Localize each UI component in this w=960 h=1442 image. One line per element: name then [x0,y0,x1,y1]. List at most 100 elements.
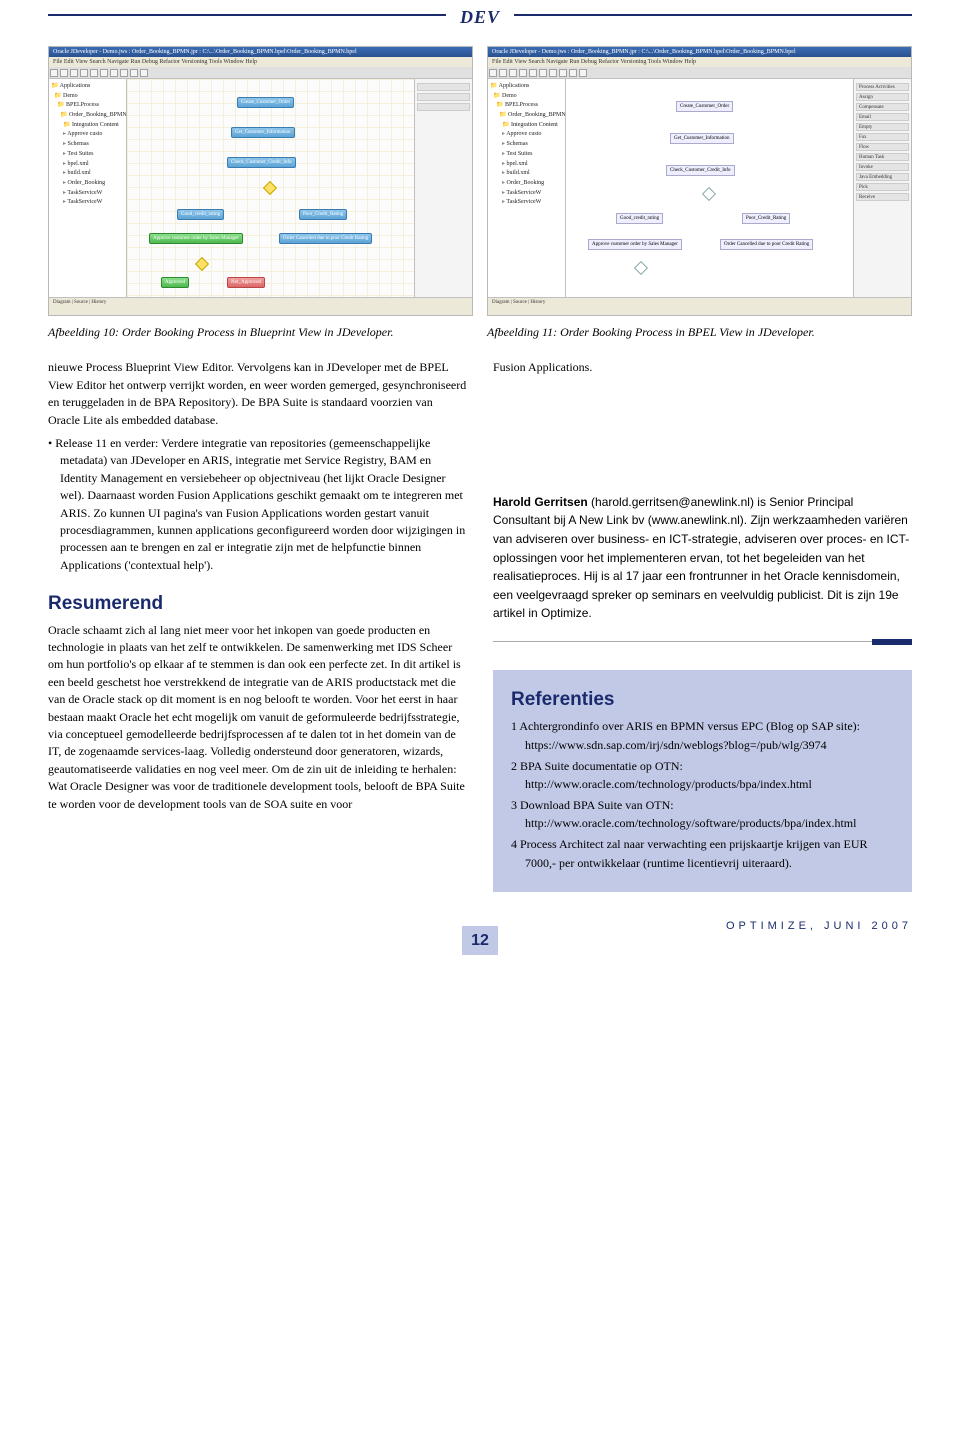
section-badge: DEV [446,4,514,30]
tree-item: Test Suites [490,150,563,159]
component-palette [414,79,472,297]
page-footer: OPTIMIZE, JUNI 2007 12 [0,892,960,981]
right-column: Fusion Applications. Harold Gerritsen (h… [493,359,912,892]
diagram-node: Good_credit_rating [177,209,224,220]
header-rule: DEV [48,14,912,16]
component-palette: Process Activities Assign Compensate Email E… [853,79,911,297]
diagram-node: Get_Customer_Information [670,133,734,144]
diagram-node: Approve customer order by Sales Manager [588,239,682,250]
tree-item: bpel.xml [51,160,124,169]
window-toolbar [488,67,911,79]
palette-item: Fax [856,133,909,141]
references-list: 1 Achtergrondinfo over ARIS en BPMN vers… [511,717,894,872]
heading-resumerend: Resumerend [48,590,467,618]
window-titlebar: Oracle JDeveloper - Demo.jws : Order_Boo… [488,47,911,57]
palette-item: Invoke [856,163,909,171]
diagram-node: Create_Customer_Order [237,97,294,108]
tree-item: Applications [51,82,124,91]
palette-item: Human Task [856,153,909,161]
tree-item: build.xml [51,169,124,178]
diagram-node: Check_Customer_Credit_Info [227,157,296,168]
window-menubar: File Edit View Search Navigate Run Debug… [49,57,472,67]
diagram-node [263,181,277,195]
diagram-node: Approved [161,277,189,288]
reference-item: 3 Download BPA Suite van OTN: http://www… [511,796,894,833]
body-paragraph: Fusion Applications. [493,359,912,376]
figure-caption: Afbeelding 11: Order Booking Process in … [487,324,912,341]
palette-item: Compensate [856,103,909,111]
reference-item: 4 Process Architect zal naar verwachting… [511,835,894,872]
diagram-node: Not_Approved [227,277,265,288]
diagram-node: Create_Customer_Order [676,101,733,112]
project-tree: ApplicationsDemoBPELProcessOrder_Booking… [488,79,566,297]
window-titlebar: Oracle JDeveloper - Demo.jws : Order_Boo… [49,47,472,57]
heading-referenties: Referenties [511,686,894,714]
status-bar: Diagram | Source | History [49,297,472,315]
tree-item: Test Suites [51,150,124,159]
window-toolbar [49,67,472,79]
palette-item: Receive [856,193,909,201]
palette-item: Java Embedding [856,173,909,181]
tree-item: Approve custo [490,130,563,139]
tree-item: BPELProcess [490,101,563,110]
window-menubar: File Edit View Search Navigate Run Debug… [488,57,911,67]
reference-item: 1 Achtergrondinfo over ARIS en BPMN vers… [511,717,894,754]
tree-item: Order_Booking [51,179,124,188]
tree-item: TaskServiceW [51,198,124,207]
body-bullet: • Release 11 en verder: Verdere integrat… [48,435,467,574]
body-paragraph: Oracle schaamt zich al lang niet meer vo… [48,622,467,813]
publication-line: OPTIMIZE, JUNI 2007 [726,919,912,935]
references-box: Referenties 1 Achtergrondinfo over ARIS … [493,670,912,892]
tree-item: Applications [490,82,563,91]
tree-item: Order_Booking [490,179,563,188]
screenshot-bpel-view: Oracle JDeveloper - Demo.jws : Order_Boo… [487,46,912,316]
body-paragraph: nieuwe Process Blueprint View Editor. Ve… [48,359,467,429]
tree-item: Demo [51,92,124,101]
left-column: nieuwe Process Blueprint View Editor. Ve… [48,359,467,892]
diagram-node: Get_Customer_Information [231,127,295,138]
palette-item: Pick [856,183,909,191]
figure-caption: Afbeelding 10: Order Booking Process in … [48,324,473,341]
tree-item: Approve custo [51,130,124,139]
tree-item: Integration Content [51,121,124,130]
diagram-node: Good_credit_rating [616,213,663,224]
figure-left: Oracle JDeveloper - Demo.jws : Order_Boo… [48,46,473,341]
palette-item: Process Activities [856,83,909,91]
author-bio-box: Harold Gerritsen (harold.gerritsen@anewl… [493,493,912,642]
diagram-node: Approve customer order by Sales Manager [149,233,243,244]
palette-item: Flow [856,143,909,151]
project-tree: ApplicationsDemoBPELProcessOrder_Booking… [49,79,127,297]
diagram-node [195,257,209,271]
figure-right: Oracle JDeveloper - Demo.jws : Order_Boo… [487,46,912,341]
palette-item: Email [856,113,909,121]
tree-item: Schemas [490,140,563,149]
tree-item: Integration Content [490,121,563,130]
author-bio-text: (harold.gerritsen@anewlink.nl) is Senior… [493,495,909,621]
diagram-canvas: Create_Customer_Order Get_Customer_Inform… [127,79,414,297]
tree-item: Demo [490,92,563,101]
page-number: 12 [462,926,498,955]
palette-item: Empty [856,123,909,131]
diagram-node: Poor_Credit_Rating [299,209,347,220]
diagram-node: Order Cancelled due to poor Credit Ratin… [279,233,372,244]
tree-item: build.xml [490,169,563,178]
tree-item: BPELProcess [51,101,124,110]
reference-item: 2 BPA Suite documentatie op OTN: http://… [511,757,894,794]
screenshot-blueprint-view: Oracle JDeveloper - Demo.jws : Order_Boo… [48,46,473,316]
tree-item: TaskServiceW [490,198,563,207]
tree-item: bpel.xml [490,160,563,169]
diagram-node: Poor_Credit_Rating [742,213,790,224]
body-columns: nieuwe Process Blueprint View Editor. Ve… [0,347,960,892]
diagram-node: Order Cancelled due to poor Credit Ratin… [720,239,813,250]
tree-item: Order_Booking_BPMN [490,111,563,120]
palette-item: Assign [856,93,909,101]
author-name: Harold Gerritsen [493,495,588,509]
diagram-canvas: Create_Customer_Order Get_Customer_Inform… [566,79,853,297]
diagram-node: Check_Customer_Credit_Info [666,165,735,176]
figures-row: Oracle JDeveloper - Demo.jws : Order_Boo… [0,16,960,347]
tree-item: Schemas [51,140,124,149]
tree-item: Order_Booking_BPMN [51,111,124,120]
tree-item: TaskServiceW [51,189,124,198]
tree-item: TaskServiceW [490,189,563,198]
status-bar: Diagram | Source | History [488,297,911,315]
